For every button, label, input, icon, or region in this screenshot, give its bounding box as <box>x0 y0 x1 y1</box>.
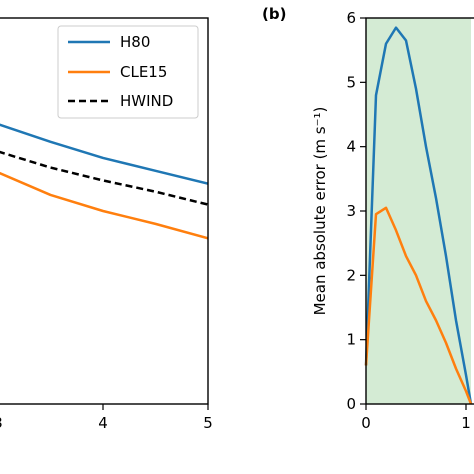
panel-a-plot-area <box>0 123 208 240</box>
x-tick-label-5: 5 <box>203 414 213 432</box>
y-tick-label-1: 1 <box>346 331 356 349</box>
legend-entry-hwind: HWIND <box>68 92 173 110</box>
shaded-region <box>366 18 471 404</box>
legend-label-h80: H80 <box>120 33 150 51</box>
error-line-2 <box>364 206 473 405</box>
x-tick-label-1: 1 <box>461 414 471 432</box>
legend-entry-cle15: CLE15 <box>68 63 167 81</box>
x-tick-label-3: 3 <box>0 414 3 432</box>
y-tick-label-0: 0 <box>346 395 356 413</box>
series-line-hwind <box>0 150 208 206</box>
y-tick-label-2: 2 <box>346 266 356 284</box>
y-tick-label-5: 5 <box>346 73 356 91</box>
error-line-1 <box>364 26 473 405</box>
panel-a-x-axis: 3 4 5 <box>0 404 213 432</box>
legend-label-hwind: HWIND <box>120 92 173 110</box>
legend-entry-h80: H80 <box>68 33 150 51</box>
series-line-h80 <box>0 123 208 185</box>
x-tick-label-0: 0 <box>361 414 371 432</box>
legend-frame <box>57 25 199 119</box>
panel-a: 3 4 5 H80 CLE15 HWIND <box>0 17 213 432</box>
y-tick-label-3: 3 <box>346 202 356 220</box>
y-tick-label-6: 6 <box>346 9 356 27</box>
panel-label-b: (b) <box>262 5 286 23</box>
panel-b-plot-area <box>364 18 473 405</box>
legend: H80 CLE15 HWIND <box>57 25 199 119</box>
y-tick-label-4: 4 <box>346 138 356 156</box>
panel-b-y-axis: 0 1 2 3 4 5 6 <box>346 9 366 413</box>
panel-b-y-axis-title: Mean absolute error (m s⁻¹) <box>311 107 329 316</box>
legend-label-cle15: CLE15 <box>120 63 167 81</box>
series-line-cle15 <box>0 171 208 240</box>
x-tick-label-4: 4 <box>98 414 108 432</box>
